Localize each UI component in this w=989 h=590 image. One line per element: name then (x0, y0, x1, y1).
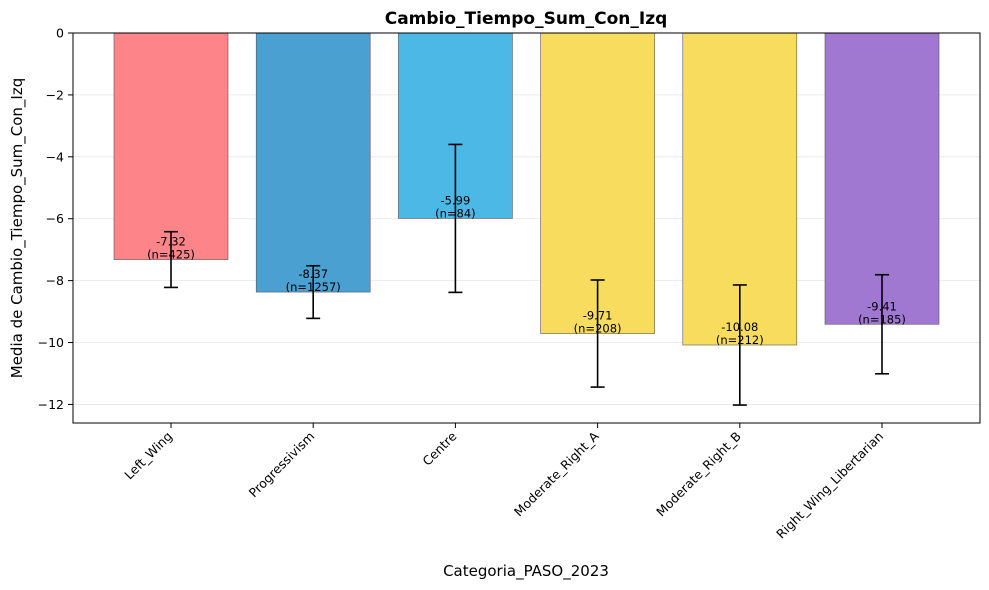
y-tick-label: 0 (56, 26, 64, 41)
bar-count-label: (n=185) (858, 312, 906, 326)
bar-value-label: -9.71 (583, 309, 613, 323)
y-tick-label: −12 (38, 397, 64, 412)
y-tick-label: −4 (46, 149, 64, 164)
error-bars (164, 143, 889, 406)
y-axis-ticks: 0 −2 −4 −6 −8 −10 −12 (38, 26, 73, 412)
bar-value-label: -10.08 (721, 320, 758, 334)
y-tick-label: −10 (38, 335, 64, 350)
bar-value-label: -8.37 (298, 267, 328, 281)
chart-title: Cambio_Tiempo_Sum_Con_Izq (385, 9, 668, 29)
y-tick-label: −2 (46, 87, 64, 102)
bar (113, 32, 229, 260)
plot-frame (72, 32, 981, 424)
bar-count-label: (n=208) (574, 322, 622, 336)
y-axis-label: Media de Cambio_Tiempo_Sum_Con_Izq (8, 78, 27, 379)
y-tick-label: −6 (46, 211, 64, 226)
bar-count-label: (n=425) (147, 248, 195, 262)
bar-count-label: (n=1257) (286, 280, 341, 294)
x-axis-label: Categoria_PASO_2023 (443, 562, 609, 581)
bar-value-label: -9.41 (867, 299, 897, 313)
bar (255, 32, 371, 293)
bar-value-label: -5.99 (441, 193, 471, 207)
bar-value-label: -7.32 (156, 235, 186, 249)
bar-count-label: (n=212) (716, 333, 764, 347)
bar-value-labels: -7.32(n=425) -8.37(n=1257) -5.99(n=84) -9.7… (147, 193, 906, 347)
bar-count-label: (n=84) (435, 206, 476, 220)
y-tick-label: −8 (46, 273, 64, 288)
